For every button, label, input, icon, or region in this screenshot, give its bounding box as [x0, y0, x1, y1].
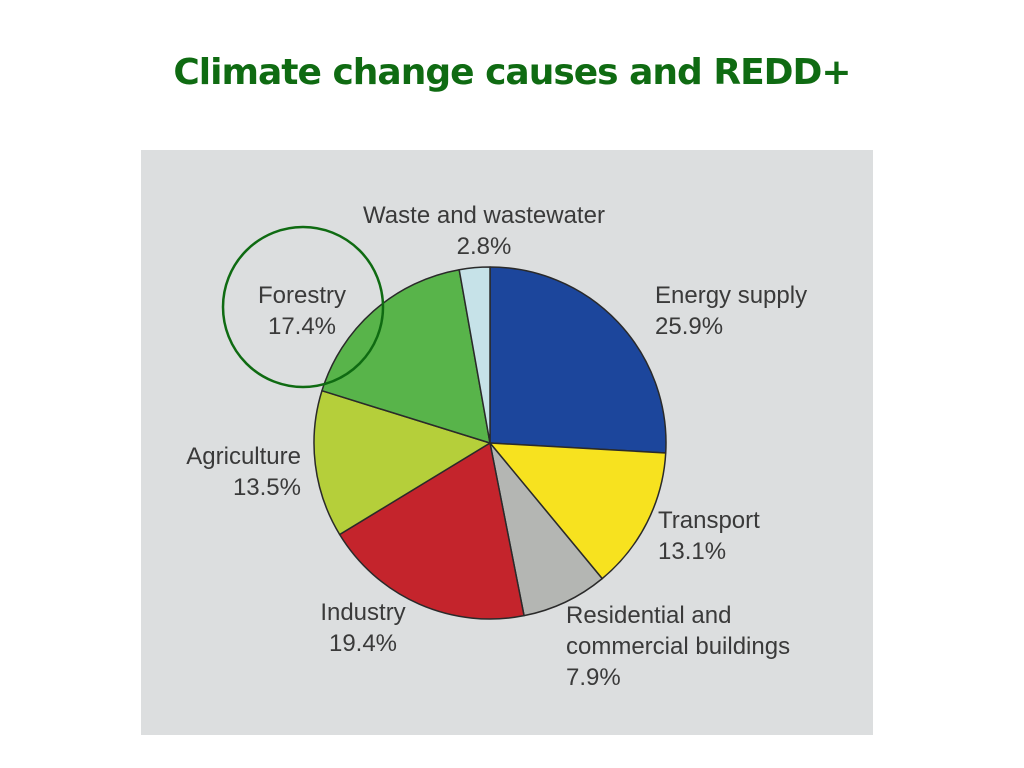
pie-slice-agriculture: [313, 389, 491, 536]
pie-slice-forestry: [321, 268, 491, 444]
label-energy-supply: Energy supply 25.9%: [655, 280, 807, 342]
label-energy-name: Energy supply: [655, 282, 808, 309]
label-forestry-name: Forestry: [257, 282, 346, 309]
label-forestry-value: 17.4%: [267, 313, 337, 340]
pie-slice-waste-and-wastewater: [458, 266, 491, 444]
label-forestry: Forestry 17.4%: [237, 280, 367, 342]
label-transport-name: Transport: [658, 507, 760, 534]
label-industry-name: Industry: [320, 599, 406, 626]
label-energy-value: 25.9%: [655, 313, 724, 340]
label-residential-value: 7.9%: [566, 664, 621, 691]
forestry-highlight-circle: [221, 225, 385, 389]
pie-chart-panel: Waste and wastewater 2.8% Forestry 17.4%…: [141, 150, 873, 735]
label-agriculture: Agriculture 13.5%: [161, 441, 301, 503]
label-industry-value: 19.4%: [328, 630, 398, 657]
pie-slice-industry: [338, 442, 525, 620]
label-agriculture-name: Agriculture: [186, 443, 301, 470]
pie-slice-energy-supply: [489, 266, 667, 454]
label-agriculture-value: 13.5%: [232, 474, 301, 501]
label-waste-value: 2.8%: [456, 233, 512, 260]
label-residential-name-2: commercial buildings: [566, 633, 791, 660]
label-transport-value: 13.1%: [658, 538, 727, 565]
label-waste-name: Waste and wastewater: [363, 202, 605, 229]
pie-chart: [221, 225, 667, 620]
slide-title: Climate change causes and REDD+: [173, 52, 851, 93]
label-residential-name-1: Residential and: [566, 602, 732, 629]
label-transport: Transport 13.1%: [658, 505, 760, 567]
label-industry: Industry 19.4%: [303, 597, 423, 659]
pie-slice-transport: [489, 442, 667, 580]
label-residential: Residential and commercial buildings 7.9…: [566, 600, 790, 693]
label-waste: Waste and wastewater 2.8%: [324, 200, 644, 262]
